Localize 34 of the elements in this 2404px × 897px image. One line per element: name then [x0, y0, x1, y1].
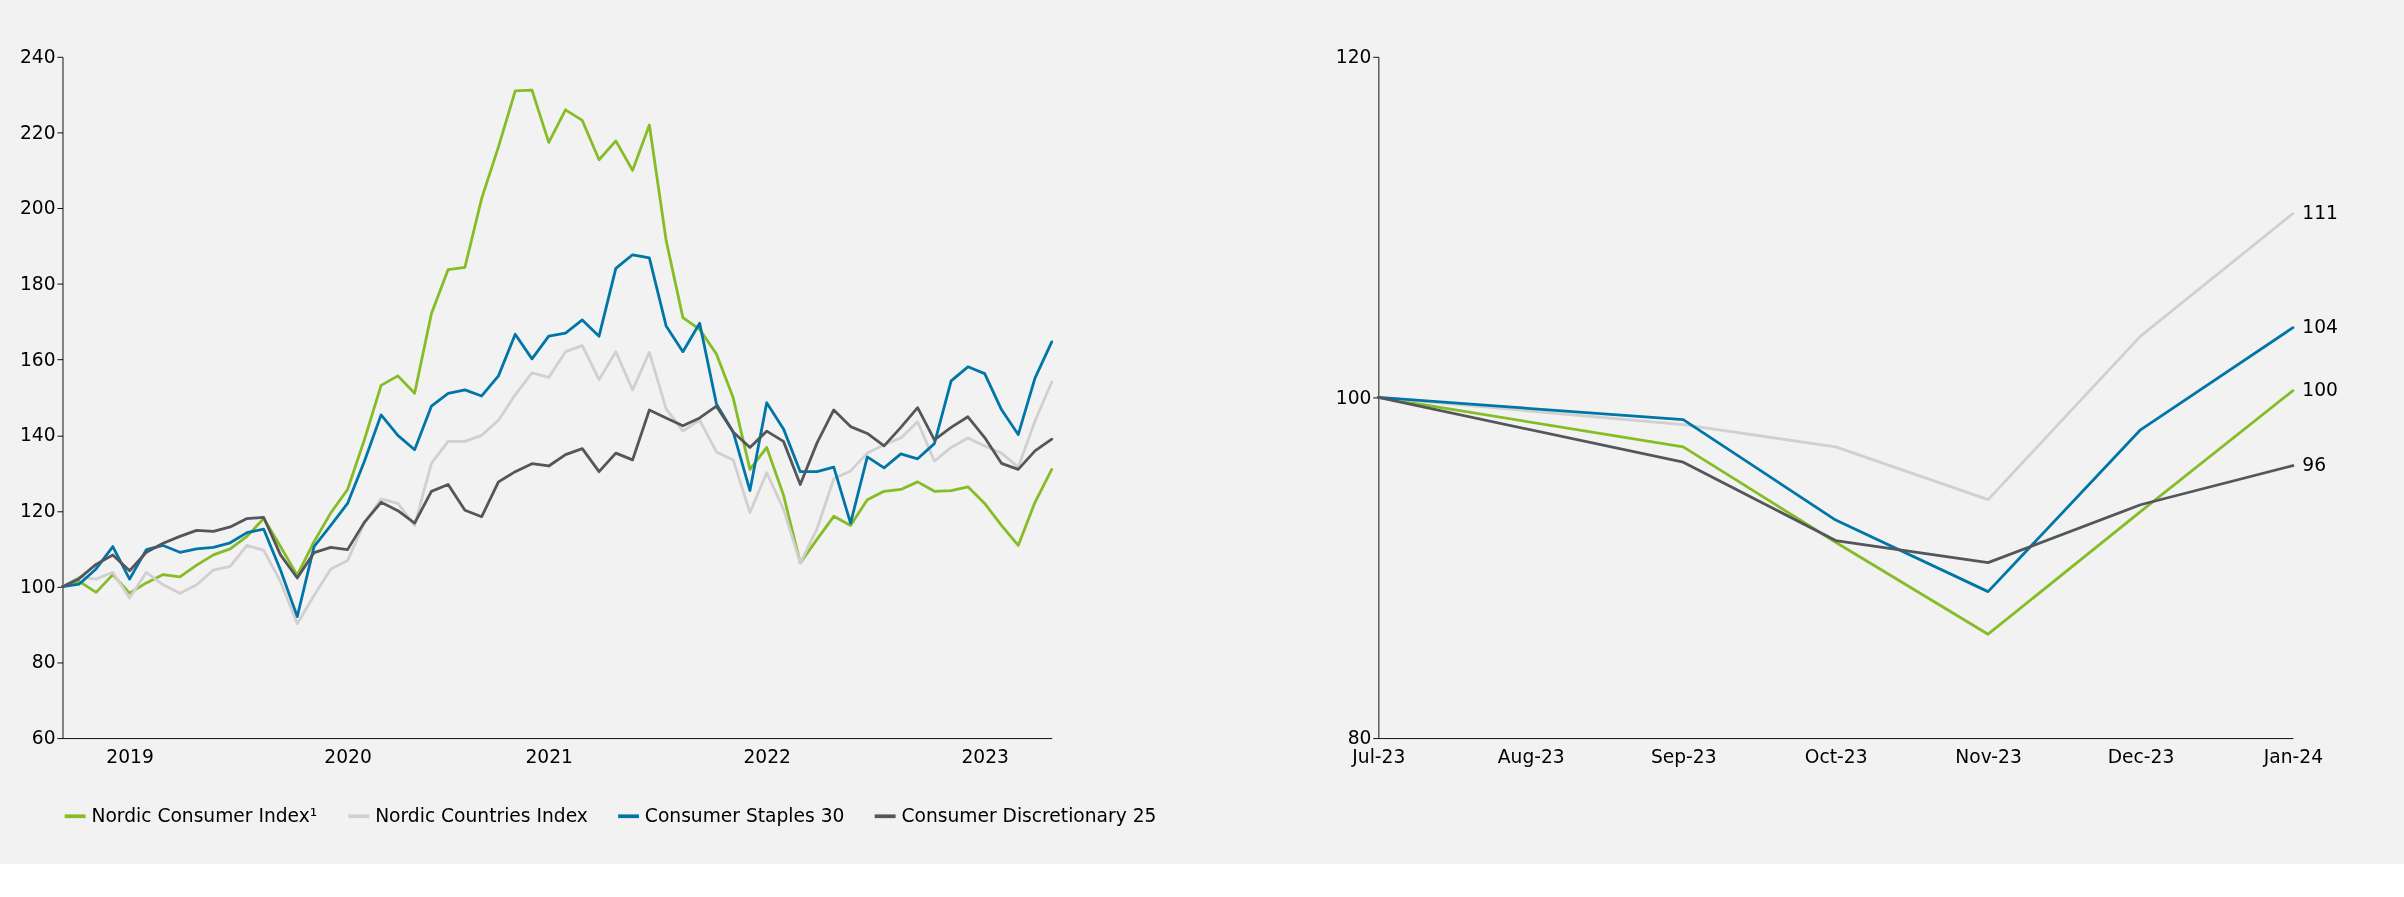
y-tick-label: 140 [19, 424, 56, 446]
x-tick-label: 2020 [324, 745, 372, 767]
x-tick-label: Dec-23 [2107, 745, 2175, 767]
x-tick-label: 2022 [743, 745, 791, 767]
legend-label: Consumer Discretionary 25 [901, 804, 1157, 826]
y-tick-label: 60 [31, 727, 56, 749]
x-tick-label: Jan-24 [2262, 745, 2324, 767]
data-label: 111 [2302, 202, 2338, 224]
line-series [61, 404, 1054, 589]
y-tick-label: 240 [19, 45, 56, 67]
x-tick-label: Aug-23 [1497, 745, 1565, 767]
y-tick-label: 120 [1335, 45, 1372, 67]
x-tick-label: 2021 [525, 745, 573, 767]
x-tick-label: 2019 [106, 745, 154, 767]
y-tick-label: 180 [19, 272, 56, 294]
line-series [61, 253, 1054, 619]
x-tick-label: Nov-23 [1955, 745, 2022, 767]
data-label: 100 [2302, 379, 2338, 401]
y-tick-label: 220 [19, 121, 56, 143]
x-tick-label: 2023 [961, 745, 1009, 767]
y-tick-label: 80 [31, 651, 56, 673]
y-tick-label: 100 [1335, 386, 1372, 408]
x-tick-label: Oct-23 [1804, 745, 1868, 767]
legend-label: Nordic Countries Index [375, 804, 588, 826]
y-tick-label: 200 [19, 197, 56, 219]
data-label: 96 [2302, 454, 2327, 476]
legend-label: Consumer Staples 30 [644, 804, 845, 826]
legend-label: Nordic Consumer Index¹ [91, 804, 318, 826]
y-tick-label: 160 [19, 348, 56, 370]
y-tick-label: 100 [19, 575, 56, 597]
x-tick-label: Sep-23 [1650, 745, 1717, 767]
data-label: 104 [2302, 316, 2338, 338]
y-tick-label: 120 [19, 500, 56, 522]
line-series [1376, 396, 2295, 565]
